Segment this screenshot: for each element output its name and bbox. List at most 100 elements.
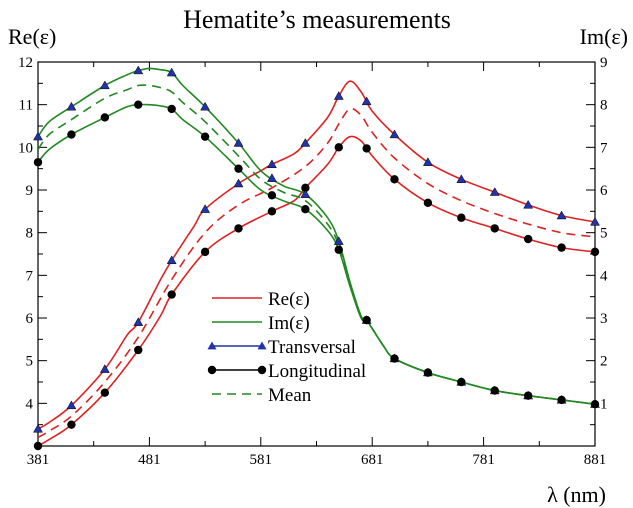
- right-y-tick-label: 4: [600, 268, 608, 284]
- data-point-longitudinal: [234, 164, 243, 173]
- data-point-longitudinal: [200, 132, 210, 141]
- data-point-longitudinal: [362, 315, 371, 325]
- data-point-longitudinal: [100, 388, 110, 397]
- data-point-transversal: [66, 101, 77, 111]
- data-point-transversal: [166, 255, 177, 265]
- data-point-longitudinal: [167, 104, 176, 114]
- data-point-longitudinal: [33, 441, 43, 451]
- data-point-transversal: [361, 96, 372, 106]
- left-y-tick-label: 5: [26, 354, 34, 370]
- left-y-tick-label: 9: [26, 183, 34, 199]
- data-point-longitudinal: [67, 130, 76, 139]
- left-y-tick-label: 10: [18, 140, 33, 156]
- right-y-tick-label: 7: [600, 140, 608, 156]
- data-point-transversal: [99, 364, 110, 373]
- legend-label: Transversal: [268, 337, 356, 358]
- data-point-transversal: [66, 400, 77, 410]
- right-y-tick-label: 5: [600, 226, 608, 242]
- data-point-longitudinal: [200, 247, 210, 257]
- data-point-longitudinal: [490, 224, 499, 233]
- data-point-longitudinal: [523, 234, 533, 244]
- legend-circle-marker: [207, 365, 217, 375]
- left-y-tick-label: 12: [18, 55, 33, 71]
- chart-title: Hematite’s measurements: [183, 5, 451, 34]
- data-point-longitudinal: [490, 386, 499, 395]
- data-point-transversal: [166, 67, 177, 77]
- x-tick-label: 481: [138, 452, 161, 468]
- data-point-transversal: [233, 178, 244, 188]
- x-tick-label: 381: [27, 452, 50, 468]
- data-point-transversal: [300, 189, 311, 198]
- data-point-transversal: [422, 157, 433, 166]
- data-point-longitudinal: [590, 399, 600, 409]
- data-point-longitudinal: [557, 395, 566, 405]
- data-point-longitudinal: [167, 290, 176, 299]
- data-point-longitudinal: [390, 175, 399, 184]
- data-point-longitudinal: [457, 377, 466, 387]
- left-y-tick-label: 11: [19, 98, 33, 114]
- right-y-tick-label: 6: [600, 183, 608, 199]
- data-point-transversal: [300, 138, 311, 147]
- series-line-re-longitudinal: [38, 135, 595, 446]
- data-point-longitudinal: [334, 245, 343, 254]
- series-line-re-transversal: [38, 80, 595, 430]
- data-point-longitudinal: [134, 345, 143, 355]
- legend: Re(ε) Im(ε) Transversal Longitudinal Mean: [207, 289, 366, 406]
- left-y-tick-label: 7: [26, 268, 34, 284]
- data-point-transversal: [200, 101, 211, 111]
- left-axis-label: Re(ε): [8, 24, 56, 49]
- left-y-tick-label: 8: [26, 226, 34, 242]
- data-point-transversal: [267, 173, 277, 182]
- data-point-transversal: [33, 131, 43, 141]
- data-point-longitudinal: [523, 391, 533, 400]
- data-point-transversal: [33, 423, 43, 433]
- left-y-tick-label: 4: [26, 396, 34, 412]
- x-tick-label: 581: [250, 452, 273, 468]
- data-point-transversal: [133, 317, 144, 326]
- series-line-im-longitudinal: [38, 103, 595, 405]
- right-y-tick-label: 9: [600, 55, 608, 71]
- data-point-transversal: [456, 174, 467, 183]
- data-point-longitudinal: [134, 100, 143, 109]
- plot-frame: [37, 61, 596, 447]
- data-point-transversal: [133, 65, 144, 75]
- right-y-tick-label: 8: [600, 98, 608, 114]
- right-y-tick-label: 2: [600, 354, 608, 370]
- data-point-transversal: [333, 91, 344, 100]
- data-point-transversal: [200, 204, 211, 213]
- data-point-longitudinal: [100, 113, 110, 122]
- data-point-transversal: [233, 138, 244, 147]
- data-point-longitudinal: [301, 205, 310, 214]
- data-point-longitudinal: [334, 143, 343, 152]
- data-point-transversal: [489, 187, 500, 196]
- legend-triangle-marker: [207, 341, 217, 350]
- right-y-tick-label: 3: [600, 311, 608, 327]
- legend-triangle-marker: [257, 341, 267, 350]
- data-point-longitudinal: [362, 144, 371, 153]
- data-point-longitudinal: [67, 420, 76, 429]
- legend-label: Longitudinal: [268, 361, 366, 382]
- data-point-longitudinal: [423, 368, 433, 377]
- data-point-longitudinal: [33, 158, 43, 167]
- data-point-longitudinal: [267, 207, 277, 216]
- data-point-transversal: [267, 159, 277, 169]
- right-axis-label: Im(ε): [580, 24, 628, 49]
- legend-label: Re(ε): [268, 289, 310, 310]
- data-point-longitudinal: [234, 224, 243, 233]
- data-point-longitudinal: [390, 354, 399, 363]
- data-point-longitudinal: [557, 243, 566, 252]
- data-point-longitudinal: [423, 198, 433, 207]
- data-point-longitudinal: [457, 213, 466, 222]
- x-tick-label: 681: [361, 452, 384, 468]
- legend-circle-marker: [257, 365, 267, 375]
- legend-label: Mean: [268, 385, 312, 406]
- data-point-transversal: [99, 80, 110, 90]
- x-axis-label: λ (nm): [547, 482, 606, 507]
- right-y-tick-label: 1: [600, 396, 608, 412]
- data-point-transversal: [333, 236, 344, 245]
- data-point-longitudinal: [267, 191, 277, 200]
- data-point-transversal: [590, 216, 600, 226]
- data-point-longitudinal: [590, 247, 600, 257]
- data-point-transversal: [556, 210, 567, 220]
